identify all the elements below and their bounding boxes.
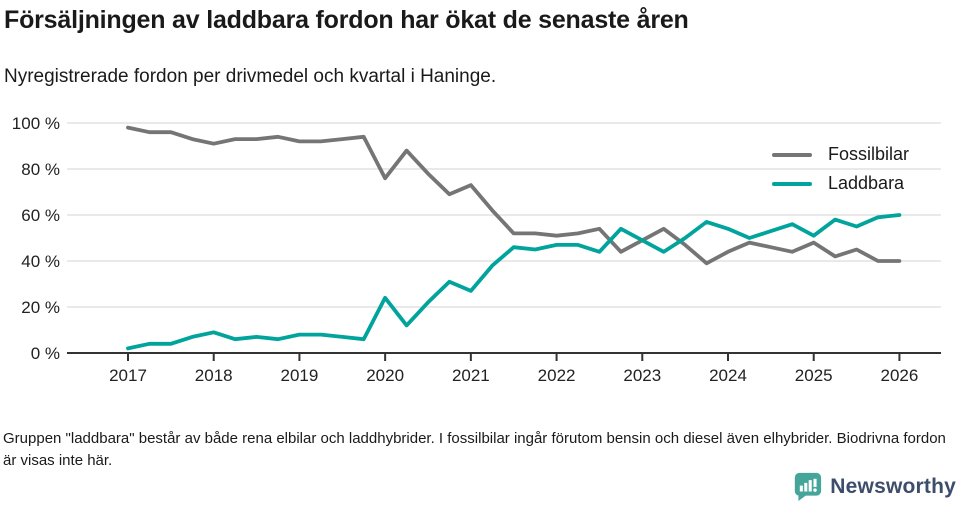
legend-label: Fossilbilar (828, 144, 910, 164)
y-tick-label: 20 % (21, 298, 60, 317)
y-tick-label: 0 % (31, 344, 60, 363)
bar-chart-speech-bubble-icon (795, 472, 822, 501)
line-chart: 2017 2018 2019 2020 2021 2022 2023 2024 2025 2026… (12, 114, 941, 385)
x-tick-label: 2018 (195, 366, 233, 385)
x-tick-label: 2025 (795, 366, 833, 385)
y-tick-label: 60 % (21, 206, 60, 225)
y-tick-label: 100 % (12, 114, 60, 133)
x-tick-label: 2019 (281, 366, 319, 385)
x-tick-label: 2021 (452, 366, 490, 385)
newsworthy-branding: Newsworthy (793, 472, 956, 501)
x-tick-label: 2017 (109, 366, 147, 385)
page-title: Försäljningen av laddbara fordon har öka… (4, 6, 689, 34)
chart-legend: Fossilbilar Laddbara (772, 140, 909, 198)
y-tick-label: 40 % (21, 252, 60, 271)
page-subtitle: Nyregistrerade fordon per drivmedel och … (4, 66, 497, 87)
legend-label: Laddbara (828, 173, 905, 193)
x-tick-label: 2023 (623, 366, 661, 385)
x-tick-label: 2020 (366, 366, 404, 385)
legend-item-laddbara: Laddbara (772, 169, 909, 198)
x-tick-label: 2022 (538, 366, 576, 385)
x-tick-label: 2026 (881, 366, 919, 385)
newsworthy-wordmark: Newsworthy (830, 474, 956, 498)
laddbara-line (126, 213, 902, 351)
y-tick-label: 80 % (21, 160, 60, 179)
fossilbilar-line-swatch (772, 152, 812, 157)
fossilbilar-line (126, 125, 902, 266)
x-tick-label: 2024 (709, 366, 747, 385)
laddbara-line-swatch (772, 181, 812, 186)
legend-item-fossilbilar: Fossilbilar (772, 140, 909, 169)
chart-footnote: Gruppen "laddbara" består av både rena e… (3, 430, 946, 469)
